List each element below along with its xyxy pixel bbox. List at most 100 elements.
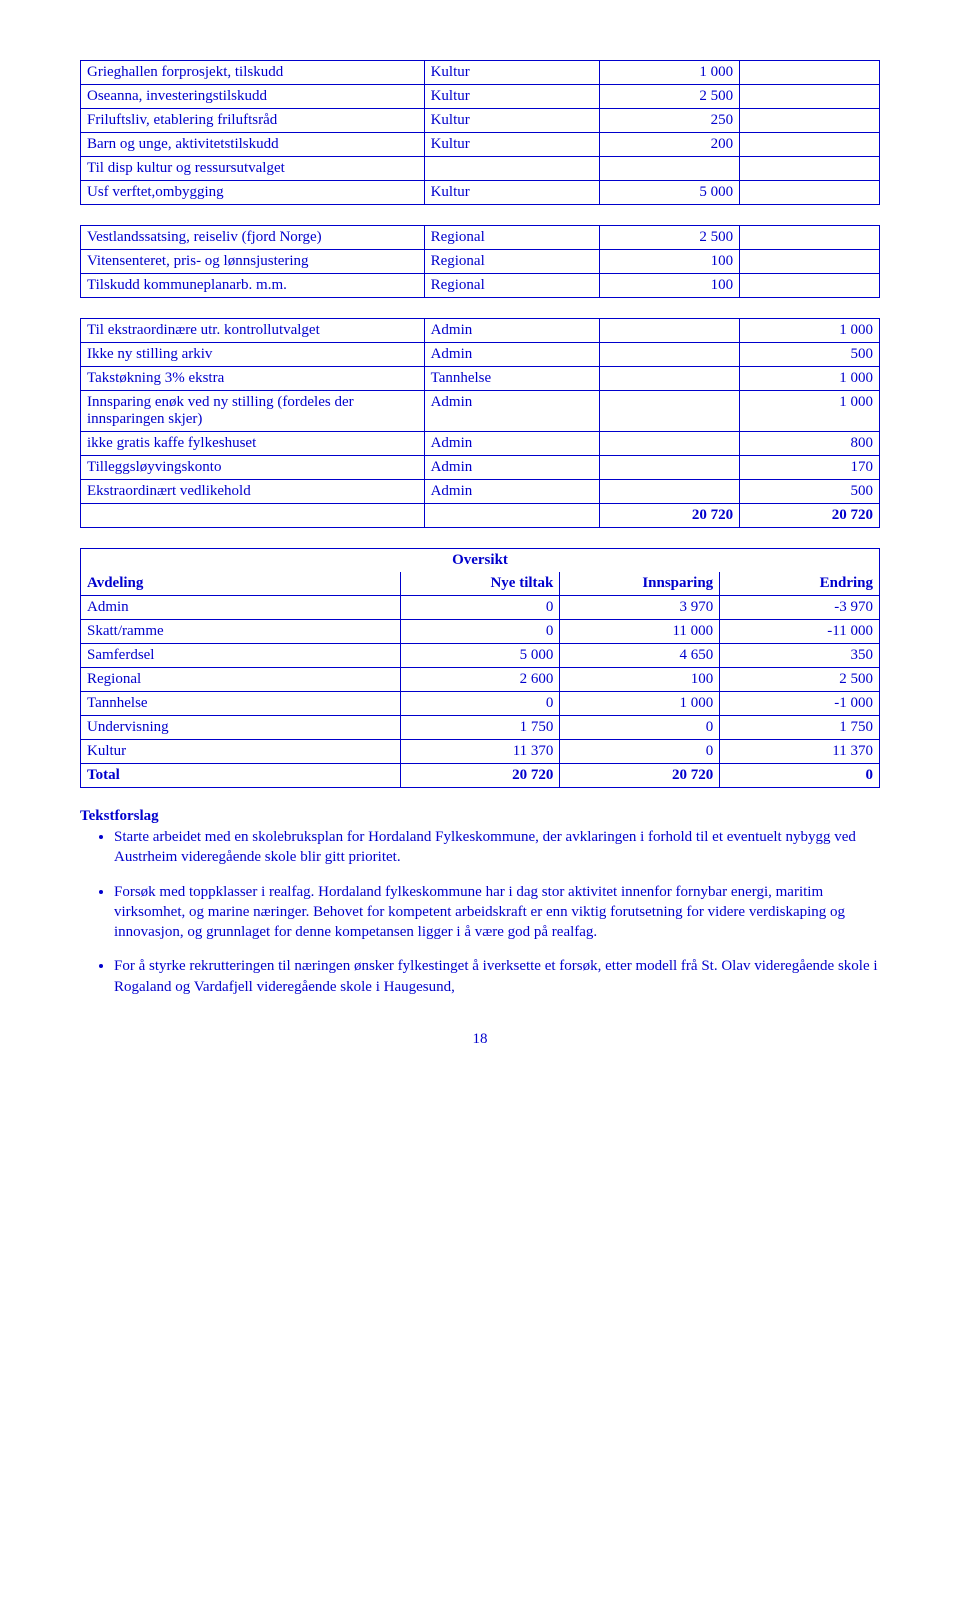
cell: -11 000 (720, 620, 880, 644)
cell: -3 970 (720, 596, 880, 620)
cell: 4 650 (560, 644, 720, 668)
cell: 11 370 (720, 740, 880, 764)
cell: 0 (720, 764, 880, 788)
cell: Admin (424, 343, 600, 367)
cell: Vitensenteret, pris- og lønnsjustering (81, 250, 425, 274)
cell: 1 000 (560, 692, 720, 716)
col-header: Endring (720, 572, 880, 596)
col-header: Innsparing (560, 572, 720, 596)
cell: 20 720 (560, 764, 720, 788)
bullet-text: For å styrke rekrutteringen til næringen… (114, 958, 878, 994)
cell: 1 000 (600, 61, 740, 85)
cell: Regional (424, 250, 600, 274)
col-header: Nye tiltak (400, 572, 560, 596)
cell: 20 720 (740, 504, 880, 528)
cell (81, 504, 425, 528)
cell: -1 000 (720, 692, 880, 716)
table-kultur: Grieghallen forprosjekt, tilskuddKultur1… (80, 60, 880, 205)
cell: 11 000 (560, 620, 720, 644)
bullet-item: Forsøk med toppklasser i realfag. Hordal… (114, 882, 880, 943)
cell: 0 (560, 740, 720, 764)
cell (740, 250, 880, 274)
cell: 1 750 (720, 716, 880, 740)
cell: Regional (424, 226, 600, 250)
cell: 500 (740, 343, 880, 367)
cell: Undervisning (81, 716, 401, 740)
cell: Tilleggsløyvingskonto (81, 456, 425, 480)
cell: Kultur (424, 109, 600, 133)
cell (600, 432, 740, 456)
cell: Admin (81, 596, 401, 620)
bullet-item: For å styrke rekrutteringen til næringen… (114, 956, 880, 997)
table-admin: Til ekstraordinære utr. kontrollutvalget… (80, 318, 880, 528)
cell: 1 000 (740, 391, 880, 432)
cell (600, 391, 740, 432)
cell: Total (81, 764, 401, 788)
cell: Oseanna, investeringstilskudd (81, 85, 425, 109)
cell: Kultur (424, 181, 600, 205)
cell: Takstøkning 3% ekstra (81, 367, 425, 391)
cell: Usf verftet,ombygging (81, 181, 425, 205)
cell (740, 157, 880, 181)
cell: 11 370 (400, 740, 560, 764)
cell: Tannhelse (424, 367, 600, 391)
cell: 1 750 (400, 716, 560, 740)
cell: 2 500 (600, 85, 740, 109)
cell (740, 226, 880, 250)
cell: Kultur (424, 133, 600, 157)
cell: 100 (600, 274, 740, 298)
cell: Admin (424, 391, 600, 432)
cell (740, 181, 880, 205)
table-oversikt: Oversikt Avdeling Nye tiltak Innsparing … (80, 548, 880, 788)
cell: 500 (740, 480, 880, 504)
cell: Samferdsel (81, 644, 401, 668)
cell: 0 (400, 596, 560, 620)
cell: 2 500 (600, 226, 740, 250)
cell (600, 480, 740, 504)
cell: Grieghallen forprosjekt, tilskudd (81, 61, 425, 85)
page-number: 18 (80, 1031, 880, 1048)
cell (600, 456, 740, 480)
cell: 200 (600, 133, 740, 157)
cell (740, 274, 880, 298)
cell: Regional (424, 274, 600, 298)
cell: 2 600 (400, 668, 560, 692)
cell (740, 133, 880, 157)
cell: 100 (600, 250, 740, 274)
cell (424, 504, 600, 528)
cell: Admin (424, 480, 600, 504)
cell: 350 (720, 644, 880, 668)
cell: 170 (740, 456, 880, 480)
cell: Ekstraordinært vedlikehold (81, 480, 425, 504)
cell: Barn og unge, aktivitetstilskudd (81, 133, 425, 157)
cell (740, 61, 880, 85)
cell: ikke gratis kaffe fylkeshuset (81, 432, 425, 456)
cell: 250 (600, 109, 740, 133)
cell: 800 (740, 432, 880, 456)
cell: Kultur (424, 61, 600, 85)
cell: 20 720 (400, 764, 560, 788)
cell: 1 000 (740, 319, 880, 343)
cell: 2 500 (720, 668, 880, 692)
cell: 100 (560, 668, 720, 692)
cell (600, 343, 740, 367)
bullet-item: Starte arbeidet med en skolebruksplan fo… (114, 827, 880, 868)
cell: Admin (424, 319, 600, 343)
cell: Innsparing enøk ved ny stilling (fordele… (81, 391, 425, 432)
cell: Vestlandssatsing, reiseliv (fjord Norge) (81, 226, 425, 250)
bullet-text: Starte arbeidet med en skolebruksplan fo… (114, 829, 856, 865)
cell: Regional (81, 668, 401, 692)
cell: 3 970 (560, 596, 720, 620)
cell (424, 157, 600, 181)
col-header: Avdeling (81, 572, 401, 596)
oversikt-title: Oversikt (81, 549, 880, 573)
cell (600, 157, 740, 181)
cell: Friluftsliv, etablering friluftsråd (81, 109, 425, 133)
tekstforslag-title: Tekstforslag (80, 808, 880, 825)
cell: Tannhelse (81, 692, 401, 716)
cell (600, 367, 740, 391)
cell (740, 85, 880, 109)
cell: 5 000 (400, 644, 560, 668)
cell: Skatt/ramme (81, 620, 401, 644)
cell: 5 000 (600, 181, 740, 205)
